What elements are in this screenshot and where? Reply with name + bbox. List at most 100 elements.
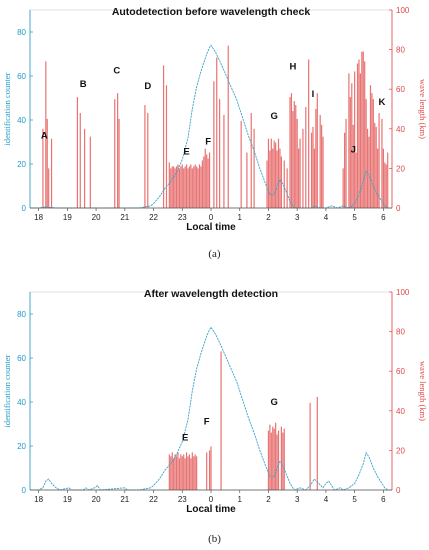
wavelength-bar <box>272 426 274 490</box>
x-axis-tick-label: 21 <box>120 213 129 222</box>
wavelength-bar <box>173 458 175 490</box>
wavelength-bar <box>279 148 281 208</box>
x-axis-tick-label: 6 <box>381 213 386 222</box>
annotation-a: A <box>41 131 48 142</box>
wavelength-bar <box>175 166 178 208</box>
annotation-i: I <box>312 89 315 100</box>
wavelength-bar <box>349 97 351 208</box>
wavelength-bar <box>201 160 203 208</box>
wavelength-bar <box>174 168 176 208</box>
x-axis-tick-label: 4 <box>324 495 329 504</box>
right-axis-tick-label: 20 <box>396 446 405 455</box>
wavelength-bar <box>170 456 172 490</box>
wavelength-bar <box>183 168 185 208</box>
right-axis-tick-label: 100 <box>396 288 410 297</box>
wavelength-bar <box>191 452 193 490</box>
left-axis-tick-label: 20 <box>17 442 26 451</box>
wavelength-bar <box>354 71 356 208</box>
wavelength-bar <box>171 166 173 208</box>
wavelength-bar <box>275 422 277 490</box>
wavelength-bar <box>187 168 189 208</box>
x-axis-label: Local time <box>186 504 236 512</box>
wavelength-bar <box>276 150 278 208</box>
x-axis-tick-label: 6 <box>381 495 386 504</box>
x-axis-tick-label: 20 <box>92 213 101 222</box>
x-axis-tick-label: 0 <box>209 213 214 222</box>
wavelength-bar <box>273 428 275 490</box>
wavelength-bar <box>171 452 173 490</box>
wavelength-bar <box>216 57 218 208</box>
wavelength-bar <box>283 428 285 490</box>
wavelength-bar <box>384 162 386 208</box>
wavelength-bar <box>316 93 318 208</box>
wavelength-bar <box>208 450 211 490</box>
chart-title: After wavelength detection <box>144 288 278 300</box>
wavelength-bar <box>266 160 268 208</box>
x-axis-tick-label: 1 <box>238 213 243 222</box>
wavelength-bar <box>269 150 271 208</box>
wavelength-bar <box>273 140 275 208</box>
wavelength-bar <box>282 432 284 490</box>
wavelength-bar <box>200 166 202 208</box>
annotation-h: H <box>289 61 296 72</box>
x-axis-tick-label: 20 <box>92 495 101 504</box>
wavelength-bar <box>374 122 376 208</box>
wavelength-bar <box>277 138 280 208</box>
wavelength-bar <box>253 128 255 208</box>
wavelength-bar <box>76 97 79 208</box>
wavelength-bar <box>355 152 357 208</box>
wavelength-bar <box>292 110 294 208</box>
wavelength-bar <box>174 454 176 490</box>
wavelength-bar <box>203 156 205 208</box>
wavelength-bar <box>193 456 195 490</box>
wavelength-bar <box>89 136 91 208</box>
wavelength-bar <box>168 454 170 490</box>
right-axis-label: wave length (km) <box>418 79 428 139</box>
wavelength-bar <box>196 166 198 208</box>
wavelength-bar <box>321 124 323 208</box>
x-axis-tick-label: 22 <box>149 213 158 222</box>
wavelength-bar <box>270 138 272 208</box>
wavelength-bar <box>267 138 270 208</box>
wavelength-bar <box>162 65 165 208</box>
wavelength-bar <box>295 105 297 208</box>
left-axis-tick-label: 40 <box>17 116 26 125</box>
wavelength-bar <box>185 452 188 490</box>
wavelength-bar <box>208 152 211 208</box>
wavelength-bar <box>196 456 198 490</box>
wavelength-bar <box>315 109 317 208</box>
wavelength-bar <box>359 73 361 208</box>
wavelength-bar <box>305 107 307 208</box>
wavelength-bar <box>361 51 363 208</box>
wavelength-bar <box>194 454 196 490</box>
wavelength-bar <box>219 99 221 208</box>
wavelength-bar <box>185 164 188 208</box>
x-axis-tick-label: 23 <box>178 213 187 222</box>
wavelength-bar <box>227 45 229 208</box>
annotation-d: D <box>144 81 151 92</box>
wavelength-bar <box>180 454 182 490</box>
wavelength-bar <box>342 168 344 208</box>
wavelength-bar <box>194 164 196 208</box>
wavelength-bar <box>267 430 270 490</box>
wavelength-bar <box>322 136 324 208</box>
wavelength-bar <box>290 93 293 208</box>
caption-a: (a) <box>208 248 221 260</box>
wavelength-bar <box>348 73 350 208</box>
right-axis-tick-label: 60 <box>396 367 405 376</box>
x-axis-tick-label: 0 <box>209 495 214 504</box>
wavelength-bar <box>180 166 182 208</box>
left-axis-tick-label: 40 <box>17 398 26 407</box>
wavelength-bar <box>277 430 280 490</box>
annotation-j: J <box>351 145 356 156</box>
wavelength-bar <box>316 396 318 490</box>
chart-panel-b: After wavelength detection020406080ident… <box>2 288 428 512</box>
wavelength-bar <box>377 148 379 208</box>
annotation-b: B <box>80 79 87 90</box>
left-axis-label: identification counter <box>2 354 12 427</box>
wavelength-bar <box>343 132 346 208</box>
x-axis-tick-label: 18 <box>34 495 43 504</box>
right-axis-tick-label: 60 <box>396 85 405 94</box>
wavelength-bar <box>210 446 212 490</box>
wavelength-bar <box>275 142 277 208</box>
